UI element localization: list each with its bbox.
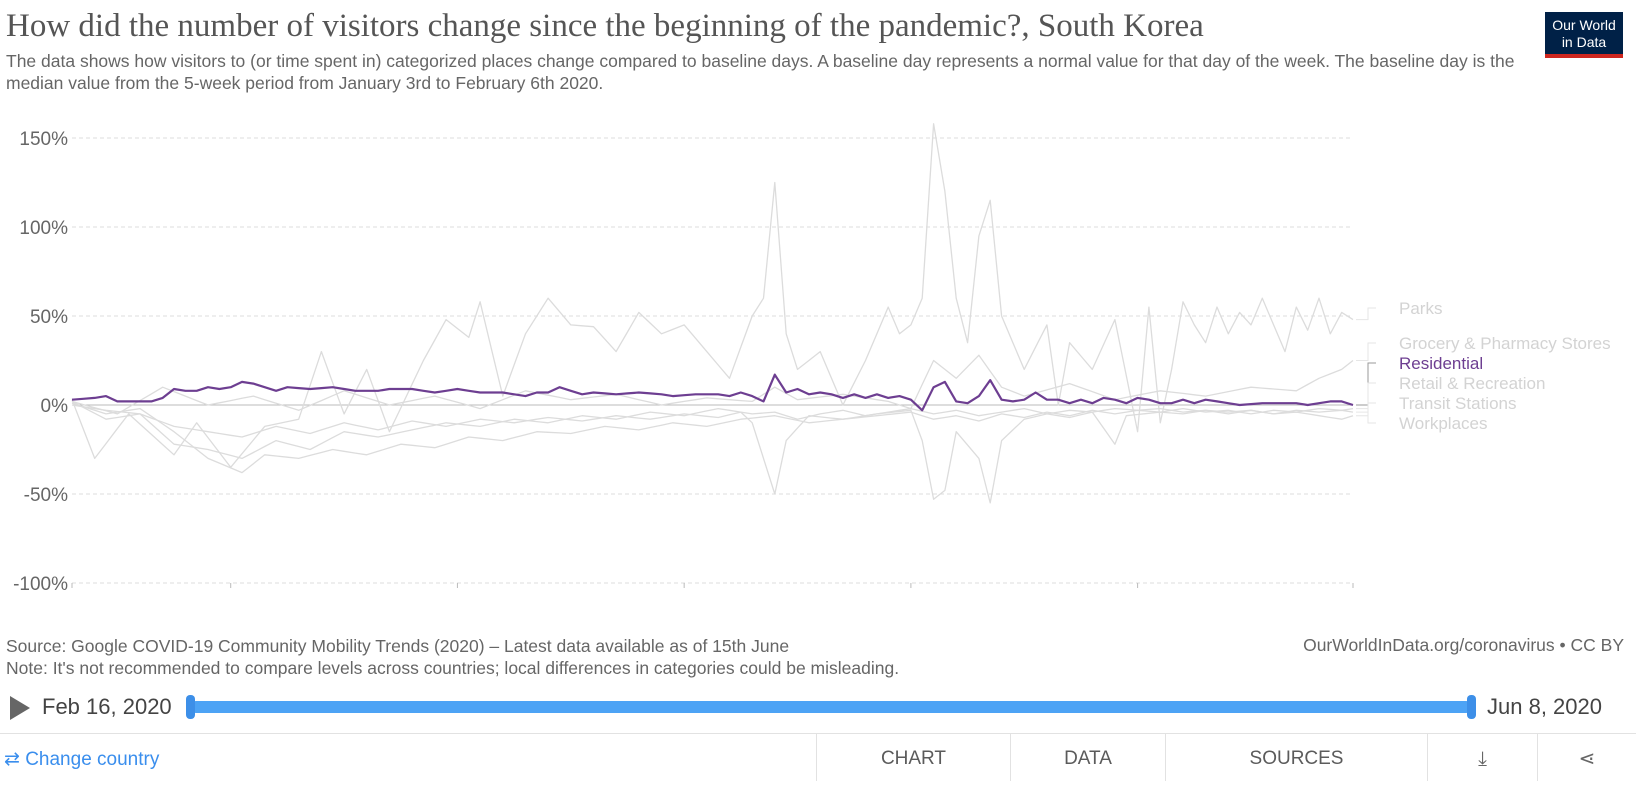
series-line-parks [71,123,1354,468]
y-tick-label: 150% [19,129,68,150]
legend-leader-line [1356,402,1376,410]
change-country-label: Change country [25,749,160,770]
timeline[interactable]: Feb 16, 2020 Jun 8, 2020 [0,690,1636,726]
series-line-residential [71,373,1354,412]
y-tick-label: -50% [24,485,68,506]
tab-data[interactable]: DATA [1010,734,1165,781]
y-tick-label: 0% [41,396,69,417]
bottom-controls: ⇄ Change country CHART DATA SOURCES ⤓ ⋖ [0,733,1636,781]
timeline-start-handle[interactable] [186,695,195,719]
legend[interactable]: Parks Grocery & Pharmacy StoresResidentia… [1356,299,1611,433]
chart-subtitle: The data shows how visitors to (or time … [6,51,1515,93]
legend-leader-line [1356,342,1376,361]
series-layer [71,123,1354,504]
timeline-end-handle[interactable] [1467,695,1476,719]
y-tick-label: 50% [30,307,68,328]
change-country-button[interactable]: ⇄ Change country [4,748,159,771]
legend-leader-line [1356,382,1376,417]
logo-line-1: Our World [1552,17,1616,33]
series-line-workplaces [71,404,1354,504]
source-text: Source: Google COVID-19 Community Mobili… [6,636,790,656]
legend-item-grocery-pharmacy-stores[interactable]: Grocery & Pharmacy Stores [1399,334,1611,353]
download-button[interactable]: ⤓ [1427,734,1537,781]
timeline-start-label: Feb 16, 2020 [42,694,172,719]
legend-item-retail-recreation[interactable]: Retail & Recreation [1399,374,1545,393]
tab-chart[interactable]: CHART [816,734,1010,781]
y-tick-label: 100% [19,218,68,239]
legend-leader-line [1356,307,1376,321]
note-text: Note: It's not recommended to compare le… [6,658,900,678]
tab-sources[interactable]: SOURCES [1165,734,1427,781]
grid-layer: 150% 100% 50% 0% -50% -100% [13,129,1353,595]
logo-line-2: in Data [1561,34,1607,50]
line-chart: 150% 100% 50% 0% -50% -100% Feb 16, 2020Mar 1… [13,123,1611,595]
chart-footer: Source: Google COVID-19 Community Mobili… [6,635,899,679]
share-button[interactable]: ⋖ [1537,734,1636,781]
chart-title: How did the number of visitors change si… [6,8,1204,44]
legend-leader-line [1356,411,1376,424]
legend-item-residential[interactable]: Residential [1399,354,1483,373]
download-icon: ⤓ [1478,748,1487,770]
legend-item-parks[interactable]: Parks [1399,299,1442,318]
owid-logo[interactable]: Our World in Data [1545,12,1623,58]
swap-arrows-icon: ⇄ [4,749,20,770]
attribution-link[interactable]: OurWorldInData.org/coronavirus • CC BY [1303,635,1624,655]
series-line-transit-stations [71,402,1354,474]
x-axis: Feb 16, 2020Mar 1Mar 21Apr 10Apr 30May 2… [71,583,1354,588]
series-line-grocery-pharmacy-stores [71,354,1354,415]
legend-item-workplaces[interactable]: Workplaces [1399,414,1488,433]
timeline-end-label: Jun 8, 2020 [1487,694,1602,719]
y-tick-label: -100% [13,574,68,595]
timeline-track[interactable] [190,701,1472,713]
legend-item-transit-stations[interactable]: Transit Stations [1399,394,1516,413]
play-icon[interactable] [10,696,30,720]
share-icon: ⋖ [1578,748,1596,770]
legend-leader-line [1356,362,1376,406]
